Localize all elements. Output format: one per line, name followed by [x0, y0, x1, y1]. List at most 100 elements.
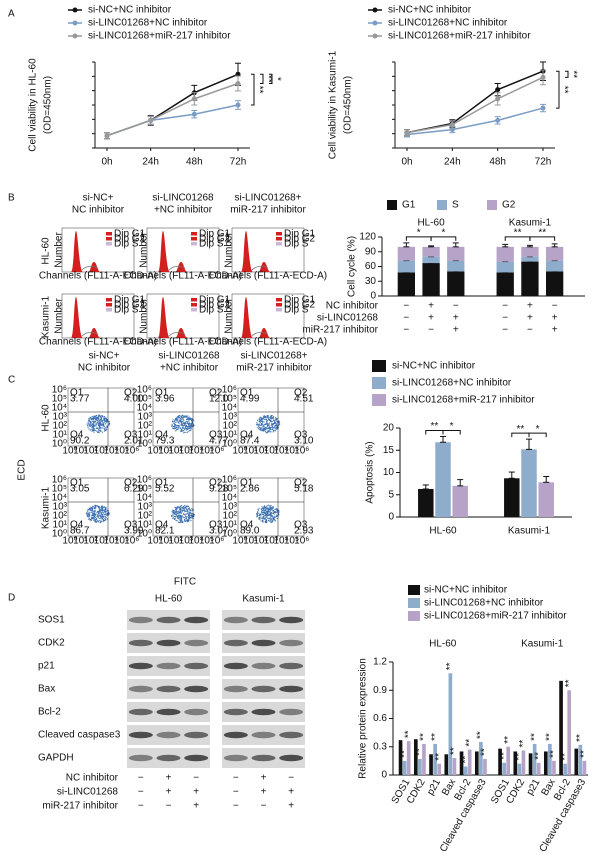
event-dot: [263, 415, 265, 417]
event-dot: [181, 504, 183, 507]
y-axis-label: Number: [139, 298, 150, 334]
event-dot: [95, 427, 97, 429]
significance-label: **: [503, 736, 514, 744]
event-dot: [270, 425, 272, 427]
significance-bracket: [430, 236, 457, 241]
significance-label: **: [480, 748, 491, 756]
event-dot: [264, 518, 267, 520]
protein-label: Bcl-2: [38, 707, 61, 718]
event-dot: [191, 513, 193, 515]
event-dot: [181, 520, 183, 522]
quadrant-value: 86.7: [70, 526, 90, 537]
quadrant-value: 3.10: [294, 436, 314, 447]
event-dot: [261, 427, 263, 429]
event-dot: [258, 424, 260, 426]
event-dot: [185, 518, 187, 520]
point: [495, 117, 501, 123]
event-dot: [95, 418, 98, 420]
dot-plot: [237, 477, 305, 537]
event-dot: [87, 421, 89, 423]
legend-swatch: [106, 232, 112, 236]
event-dot: [191, 419, 193, 421]
event-dot: [267, 519, 270, 522]
event-dot: [97, 431, 99, 434]
event-dot: [261, 428, 263, 430]
event-dot: [91, 423, 93, 425]
quadrant-value: 2.93: [294, 526, 314, 537]
event-dot: [108, 424, 110, 426]
event-dot: [99, 427, 102, 429]
x-tick-label: 10³: [94, 446, 109, 457]
event-dot: [187, 415, 189, 417]
quadrant-value: 4.77: [209, 436, 229, 447]
blot-band: [223, 754, 248, 762]
condition-sign: −: [233, 773, 239, 784]
event-dot: [260, 420, 263, 423]
event-dot: [269, 512, 271, 514]
quadrant-value: 5.52: [155, 484, 175, 495]
event-dot: [273, 510, 275, 512]
event-dot: [88, 516, 91, 518]
column-header: NC inhibitor: [78, 363, 131, 374]
event-dot: [255, 513, 258, 515]
event-dot: [180, 419, 182, 421]
event-dot: [102, 424, 105, 426]
significance-bracket: [556, 70, 560, 109]
event-dot: [179, 518, 181, 521]
y-tick-label: 10²: [223, 511, 238, 522]
quadrant-value: 12.0: [209, 394, 229, 405]
x-tick-label: 10⁰: [62, 446, 77, 457]
event-dot: [92, 426, 94, 429]
event-dot: [265, 520, 267, 523]
row-label: HL-60: [41, 404, 52, 432]
event-dot: [191, 516, 193, 518]
event-dot: [273, 509, 275, 512]
event-dot: [102, 423, 104, 425]
event-dot: [104, 507, 107, 509]
blot-band: [251, 639, 276, 647]
y-tick-label: 60: [365, 261, 377, 272]
blot-band: [128, 754, 153, 762]
legend-label: si-NC+NC inhibitor: [388, 5, 472, 16]
event-dot: [87, 516, 89, 518]
x-tick-label: 10⁶: [124, 536, 139, 547]
event-dot: [271, 521, 273, 523]
event-dot: [106, 518, 108, 520]
event-dot: [104, 417, 106, 419]
event-dot: [270, 514, 272, 516]
event-dot: [102, 512, 105, 514]
event-dot: [185, 427, 187, 429]
event-dot: [262, 420, 264, 422]
event-dot: [259, 517, 261, 519]
event-dot: [274, 422, 277, 424]
event-dot: [94, 425, 96, 427]
event-dot: [101, 431, 103, 433]
event-dot: [270, 511, 272, 514]
event-dot: [274, 429, 276, 432]
legend-label: Dip S: [284, 305, 309, 316]
y-axis-label: Number: [139, 232, 150, 268]
event-dot: [268, 518, 270, 520]
legend-swatch: [106, 237, 112, 241]
y-tick-label: 10³: [53, 412, 68, 423]
significance-label: *: [417, 227, 421, 238]
event-dot: [263, 507, 265, 509]
y-axis-label: Apoptosis (%): [365, 441, 376, 503]
blot-band: [184, 616, 209, 624]
bar: [552, 760, 556, 775]
quadrant-name: Q2: [124, 478, 138, 489]
x-tick-label: 10⁶: [209, 446, 224, 457]
y-axis-label: Relative protein expression: [358, 658, 369, 779]
quadrant-value: 82.1: [155, 526, 175, 537]
event-dot: [180, 422, 182, 424]
y-tick-label: 10⁰: [222, 529, 237, 540]
event-dot: [177, 416, 179, 418]
plot-frame: [237, 477, 305, 537]
point: [191, 96, 197, 102]
event-dot: [268, 514, 271, 516]
condition-sign: −: [233, 787, 239, 798]
bar-segment: [496, 261, 514, 273]
event-dot: [176, 426, 178, 429]
event-dot: [102, 425, 104, 427]
y-tick-label: 10¹: [138, 520, 153, 531]
